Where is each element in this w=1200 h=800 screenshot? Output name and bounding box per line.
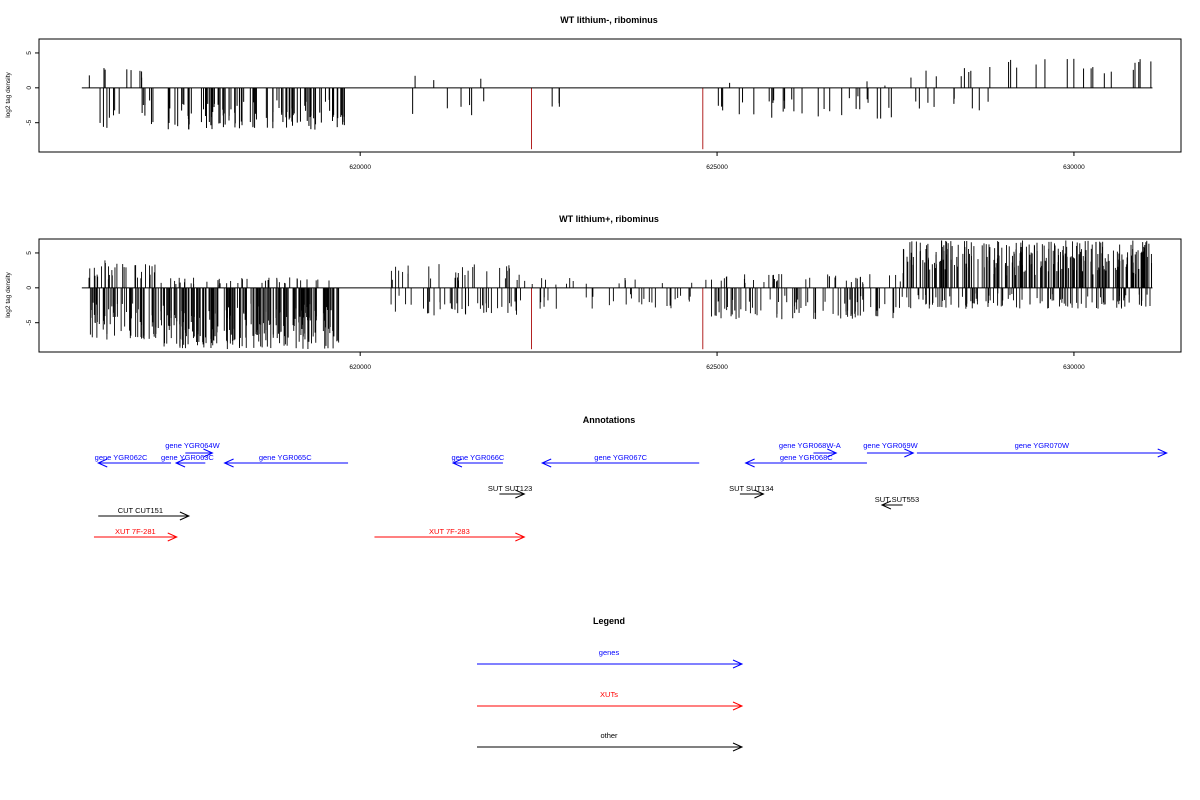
annotation-label: SUT SUT553 bbox=[875, 495, 919, 504]
annotation-arrow: SUT SUT123 bbox=[488, 484, 532, 499]
annotation-arrow: gene YGR069W bbox=[863, 441, 919, 458]
annotation-arrow: XUT 7F-283 bbox=[374, 527, 526, 542]
annotation-label: gene YGR069W bbox=[863, 441, 918, 450]
annotation-arrow: CUT CUT151 bbox=[98, 506, 191, 521]
legend: Legend genes XUTs other bbox=[477, 616, 744, 752]
annotation-items: gene YGR062C gene YGR063C gene YGR064W gene… bbox=[93, 441, 1168, 542]
annotation-arrow: gene YGR062C bbox=[95, 453, 172, 468]
annotation-arrow: gene YGR068C bbox=[744, 453, 867, 468]
signal-bars bbox=[88, 58, 1152, 130]
x-tick-label: 630000 bbox=[1063, 164, 1085, 171]
signal-bars bbox=[88, 240, 1153, 350]
annotation-label: SUT SUT134 bbox=[729, 484, 773, 493]
annotation-label: gene YGR064W bbox=[165, 441, 220, 450]
y-tick-label: -5 bbox=[26, 319, 33, 325]
annotation-label: XUT 7F-283 bbox=[429, 527, 470, 536]
annotation-arrow: gene YGR065C bbox=[223, 453, 349, 468]
red-markers bbox=[530, 287, 704, 350]
annotation-arrow: gene YGR063C bbox=[161, 453, 214, 468]
y-axis: 5 0 -5 bbox=[26, 251, 39, 326]
annotations-title: Annotations bbox=[583, 415, 636, 425]
annotation-label: gene YGR067C bbox=[594, 453, 647, 462]
legend-title: Legend bbox=[593, 616, 625, 626]
legend-label: other bbox=[600, 731, 618, 740]
track-title: WT lithium-, ribominus bbox=[560, 15, 658, 25]
annotation-arrow: SUT SUT553 bbox=[875, 495, 919, 510]
track-panel-lithium-minus: WT lithium-, ribominus log2 tag density … bbox=[5, 15, 1182, 171]
annotation-label: gene YGR066C bbox=[452, 453, 505, 462]
annotations-track: Annotations gene YGR062C gene YGR063Cgene… bbox=[93, 415, 1168, 542]
annotation-label: gene YGR068W-A bbox=[779, 441, 841, 450]
legend-label: genes bbox=[599, 648, 620, 657]
annotation-arrow: XUT 7F-281 bbox=[93, 527, 178, 542]
x-tick-label: 630000 bbox=[1063, 364, 1085, 371]
y-axis-label: log2 tag density bbox=[5, 71, 12, 117]
x-axis: 620000 625000 630000 bbox=[349, 152, 1085, 171]
legend-entry: genes bbox=[477, 648, 744, 669]
annotation-label: SUT SUT123 bbox=[488, 484, 532, 493]
x-tick-label: 625000 bbox=[706, 364, 728, 371]
red-markers bbox=[530, 87, 704, 150]
track-panel-lithium-plus: WT lithium+, ribominus log2 tag density … bbox=[5, 214, 1182, 371]
annotation-label: CUT CUT151 bbox=[118, 506, 163, 515]
legend-items: genes XUTs other bbox=[477, 648, 744, 752]
annotation-arrow: gene YGR066C bbox=[452, 453, 505, 468]
x-tick-label: 620000 bbox=[349, 364, 371, 371]
annotation-label: gene YGR068C bbox=[780, 453, 833, 462]
y-tick-label: 0 bbox=[26, 286, 33, 290]
annotation-arrow: gene YGR070W bbox=[916, 441, 1168, 458]
annotation-arrow: gene YGR068W-A bbox=[779, 441, 841, 458]
annotation-label: gene YGR063C bbox=[161, 453, 214, 462]
y-axis-label: log2 tag density bbox=[5, 271, 12, 317]
x-tick-label: 625000 bbox=[706, 164, 728, 171]
legend-label: XUTs bbox=[600, 690, 618, 699]
plot-frame bbox=[38, 238, 1182, 353]
track-title: WT lithium+, ribominus bbox=[559, 214, 659, 224]
annotation-arrow: SUT SUT134 bbox=[729, 484, 774, 499]
annotation-label: gene YGR065C bbox=[259, 453, 312, 462]
x-tick-label: 620000 bbox=[349, 164, 371, 171]
annotation-label: gene YGR070W bbox=[1015, 441, 1070, 450]
x-axis: 620000 625000 630000 bbox=[349, 352, 1085, 371]
legend-entry: XUTs bbox=[477, 690, 744, 711]
y-tick-label: 5 bbox=[26, 251, 33, 255]
y-tick-label: 5 bbox=[26, 51, 33, 55]
y-tick-label: -5 bbox=[26, 119, 33, 125]
y-axis: 5 0 -5 bbox=[26, 51, 39, 126]
plot-frame bbox=[38, 38, 1182, 153]
y-tick-label: 0 bbox=[26, 86, 33, 90]
annotation-label: XUT 7F-281 bbox=[115, 527, 156, 536]
annotation-label: gene YGR062C bbox=[95, 453, 148, 462]
annotation-arrow: gene YGR067C bbox=[540, 453, 700, 468]
legend-entry: other bbox=[477, 731, 744, 752]
annotation-arrow: gene YGR064W bbox=[165, 441, 221, 458]
